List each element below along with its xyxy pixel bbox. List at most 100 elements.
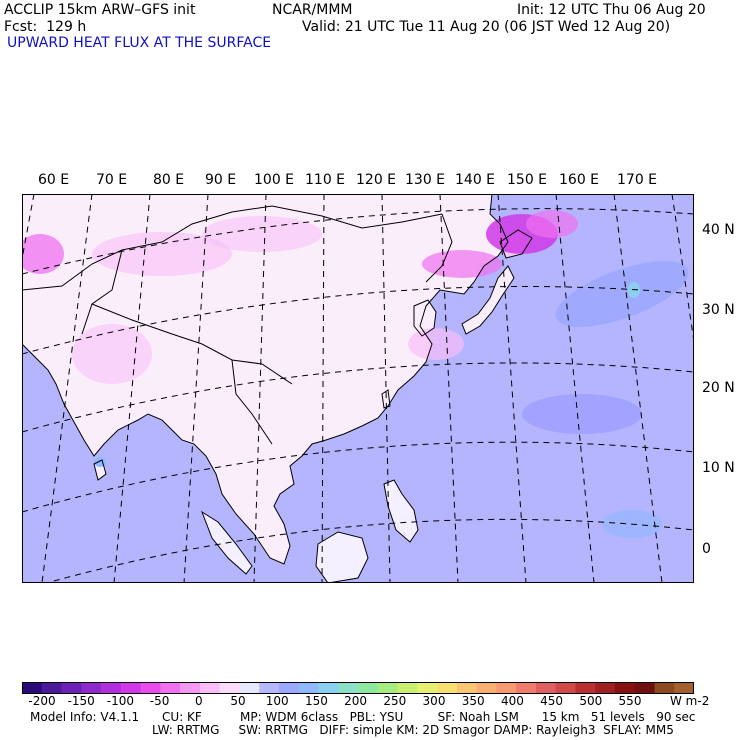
- colorbar-tick-label: 350: [461, 694, 485, 708]
- colorbar-tick-label: 100: [265, 694, 289, 708]
- colorbar-tick-label: 250: [383, 694, 407, 708]
- center-label: NCAR/MMM: [272, 2, 353, 18]
- japan-land: [462, 266, 514, 334]
- flux-patch-north-pacific: [555, 261, 689, 327]
- colorbar-swatch: [338, 682, 359, 694]
- colorbar-swatch: [496, 682, 517, 694]
- valid-time: Valid: 21 UTC Tue 11 Aug 20 (06 JST Wed …: [302, 19, 671, 35]
- colorbar-swatch: [278, 682, 300, 694]
- colorbar-swatch: [41, 682, 63, 694]
- korea-land: [414, 300, 436, 336]
- colorbar-tick-label: 300: [422, 694, 446, 708]
- lat-label: 30 N: [702, 302, 735, 318]
- colorbar-swatch: [81, 682, 102, 694]
- lat-label: 20 N: [702, 380, 735, 396]
- grid-line: [22, 208, 694, 275]
- lon-label: 110 E: [305, 172, 346, 188]
- colorbar-frame: [22, 682, 694, 694]
- lon-label: 170 E: [617, 172, 658, 188]
- grid-line: [22, 362, 694, 433]
- grid-line: [183, 194, 209, 583]
- colorbar-swatch: [555, 682, 576, 694]
- grid-line: [439, 194, 459, 583]
- lon-label: 150 E: [507, 172, 548, 188]
- model-info-line-2: LW: RRTMG SW: RRTMG DIFF: simple KM: 2D …: [152, 723, 674, 737]
- field-title: UPWARD HEAT FLUX AT THE SURFACE: [7, 35, 272, 51]
- colorbar-tick-label: 500: [579, 694, 603, 708]
- colorbar-swatch: [614, 682, 636, 694]
- colorbar-swatch: [358, 682, 379, 694]
- grid-line: [22, 286, 694, 355]
- model-info-line-1: Model Info: V4.1.1 CU: KF MP: WDM 6class…: [30, 710, 696, 724]
- colorbar-swatch: [377, 682, 399, 694]
- colorbar-tick-label: -150: [67, 694, 95, 708]
- colorbar-swatch: [259, 682, 280, 694]
- flux-patch-central-asia: [92, 232, 232, 276]
- lat-label: 40 N: [702, 222, 735, 238]
- colorbar-unit: W m-2: [670, 694, 710, 708]
- colorbar-swatch: [160, 682, 181, 694]
- grid-line: [44, 518, 694, 583]
- flux-patch-yellow-sea: [408, 328, 464, 360]
- colorbar-tick-label: 550: [618, 694, 642, 708]
- colorbar-tick-label: 400: [500, 694, 524, 708]
- colorbar-tick-label: 200: [344, 694, 368, 708]
- coastlines: [22, 194, 533, 583]
- colorbar-swatch: [219, 682, 240, 694]
- land-field: [22, 194, 508, 564]
- colorbar-swatch: [456, 682, 478, 694]
- colorbar-swatch: [101, 682, 122, 694]
- borneo-land: [316, 532, 368, 583]
- lat-label: 0: [702, 541, 711, 557]
- taiwan-land: [382, 390, 390, 408]
- colorbar: [22, 682, 694, 694]
- grid-line: [22, 441, 694, 513]
- colorbar-tick-label: -50: [149, 694, 170, 708]
- colorbar-swatch: [575, 682, 596, 694]
- colorbar-swatch: [180, 682, 201, 694]
- colorbar-swatch: [397, 682, 418, 694]
- colorbar-swatch: [437, 682, 458, 694]
- colorbar-swatch: [595, 682, 616, 694]
- lat-label: 10 N: [702, 460, 735, 476]
- colorbar-swatch: [298, 682, 319, 694]
- lon-label: 70 E: [96, 172, 128, 188]
- colorbar-swatch: [120, 682, 142, 694]
- grid-line: [381, 194, 391, 583]
- colorbar-swatch: [535, 682, 557, 694]
- colorbar-swatch: [417, 682, 438, 694]
- flux-patch-iran: [22, 234, 64, 274]
- flux-patch-mongolia: [202, 216, 322, 252]
- colorbar-tick-label: 50: [230, 694, 246, 708]
- flux-patch-western-pacific: [522, 394, 642, 434]
- map-frame: [22, 194, 694, 583]
- colorbar-tick-label: 0: [194, 694, 203, 708]
- model-title: ACCLIP 15km ARW–GFS init: [4, 2, 196, 18]
- colorbar-tick-label: -100: [106, 694, 135, 708]
- lat-lon-grid: [22, 194, 694, 583]
- lon-label: 130 E: [405, 172, 446, 188]
- lon-label: 60 E: [38, 172, 70, 188]
- colorbar-swatch: [654, 682, 675, 694]
- init-time: Init: 12 UTC Thu 06 Aug 20: [517, 2, 706, 18]
- colorbar-tick-label: 150: [304, 694, 328, 708]
- lon-label: 80 E: [153, 172, 185, 188]
- colorbar-swatch: [634, 682, 655, 694]
- lon-label: 100 E: [254, 172, 295, 188]
- colorbar-swatch: [674, 682, 694, 694]
- colorbar-swatch: [199, 682, 221, 694]
- flux-patch-manchuria: [422, 250, 502, 278]
- grid-line: [253, 194, 267, 583]
- colorbar-swatch: [318, 682, 339, 694]
- lon-label: 160 E: [559, 172, 600, 188]
- lon-label: 120 E: [356, 172, 397, 188]
- forecast-hour: Fcst: 129 h: [4, 19, 87, 35]
- lon-label: 90 E: [205, 172, 237, 188]
- colorbar-tick-label: 450: [540, 694, 564, 708]
- colorbar-swatch: [516, 682, 537, 694]
- flux-patch-india: [72, 324, 152, 384]
- grid-line: [321, 194, 325, 583]
- colorbar-swatch: [22, 682, 43, 694]
- flux-patch-okhotsk-east: [526, 210, 578, 238]
- heat-flux-map: [22, 194, 694, 583]
